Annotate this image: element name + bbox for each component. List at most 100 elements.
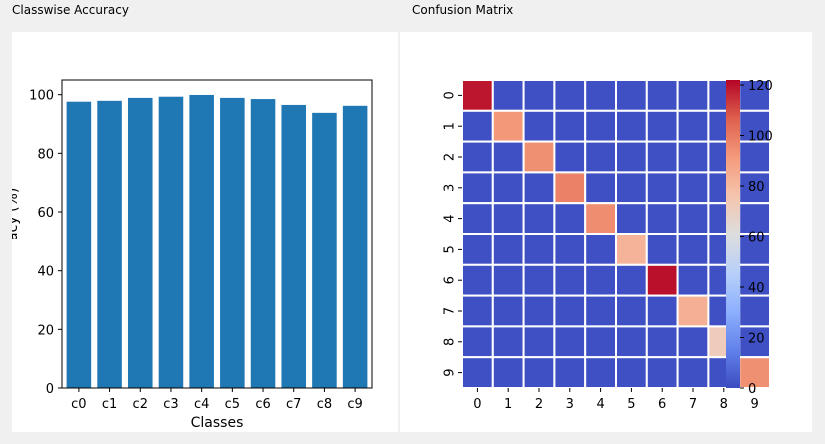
heatmap-cell-9-1 (491, 356, 525, 390)
bar-c1 (97, 100, 122, 389)
heatmap-cell-3-5 (615, 171, 648, 205)
bar-chart-canvas: c0 c1 c2 c3 c4 c5 c6 c7 c8 c9 0 20 40 60 80 100 Classes A… (5, 32, 398, 432)
heatmap-cell-7-7 (676, 294, 710, 328)
heatmap-cell-3-3 (553, 171, 587, 205)
x-tick-label-c3: c3 (163, 397, 178, 412)
x-axis-label: Classes (191, 415, 244, 431)
colorbar-tick-label-20: 20 (748, 332, 765, 347)
heatmap-cell-0-2 (522, 79, 556, 112)
heatmap-y-label-7: 7 (443, 307, 458, 315)
heatmap-cell-4-3 (553, 202, 587, 235)
heatmap-cell-7-2 (522, 294, 556, 328)
heatmap-cell-0-0 (461, 79, 494, 112)
colorbar-tick-label-100: 100 (748, 130, 773, 145)
x-tick-label-c6: c6 (255, 397, 270, 412)
y-tick-label-20: 20 (37, 323, 54, 338)
bar-c7 (281, 104, 307, 388)
left-panel-title: Classwise Accuracy (12, 3, 129, 17)
heatmap-cell-7-9 (738, 294, 772, 328)
heatmap-cell-2-3 (553, 140, 587, 174)
heatmap-cell-6-1 (491, 263, 525, 297)
heatmap-y-label-6: 6 (443, 276, 458, 284)
colorbar-tick-label-80: 80 (748, 180, 765, 195)
heatmap-cell-8-7 (676, 325, 710, 359)
heatmap-cell-5-3 (553, 233, 587, 266)
heatmap-cell-5-2 (522, 233, 556, 266)
heatmap-cell-4-7 (676, 202, 710, 235)
heatmap-cell-1-0 (461, 109, 494, 143)
heatmap-cell-4-5 (615, 202, 648, 235)
heatmap-cell-1-4 (584, 109, 617, 143)
heatmap-cell-7-3 (553, 294, 587, 328)
heatmap-cell-6-6 (645, 263, 679, 297)
heatmap-cell-0-1 (491, 79, 525, 112)
heatmap-cell-5-5 (615, 233, 648, 266)
heatmap-cell-0-4 (584, 79, 617, 112)
heatmap-cell-7-5 (615, 294, 648, 328)
heatmap-cell-2-2 (522, 140, 556, 174)
x-tick-label-c1: c1 (102, 397, 117, 412)
heatmap-cell-6-4 (584, 263, 617, 297)
heatmap-y-label-8: 8 (443, 338, 458, 346)
heatmap-x-label-9: 9 (750, 397, 758, 412)
heatmap-cell-3-0 (461, 171, 494, 205)
colorbar-tick-label-120: 120 (748, 79, 773, 94)
heatmap-y-label-1: 1 (443, 122, 458, 130)
x-tick-label-c2: c2 (133, 397, 148, 412)
x-tick-label-c0: c0 (71, 397, 86, 412)
heatmap-cell-6-2 (522, 263, 556, 297)
bar-c4 (189, 94, 214, 389)
heatmap-cell-9-6 (645, 356, 679, 390)
heatmap-cell-7-1 (491, 294, 525, 328)
heatmap-cell-5-1 (491, 233, 525, 266)
heatmap-cell-4-6 (645, 202, 679, 235)
heatmap-cell-2-7 (676, 140, 710, 174)
y-tick-label-100: 100 (29, 89, 54, 104)
y-tick-label-40: 40 (37, 265, 54, 280)
heatmap-cell-1-6 (645, 109, 679, 143)
heatmap-cell-0-3 (553, 79, 587, 112)
heatmap-cell-4-0 (461, 202, 494, 235)
heatmap-x-label-1: 1 (504, 397, 512, 412)
bar-c8 (312, 112, 337, 388)
heatmap-cell-3-1 (491, 171, 525, 205)
x-tick-label-c5: c5 (225, 397, 240, 412)
heatmap-cell-9-3 (553, 356, 587, 390)
bar-c9 (342, 105, 368, 389)
heatmap-cell-8-2 (522, 325, 556, 359)
heatmap-cell-6-3 (553, 263, 587, 297)
heatmap-cell-1-3 (553, 109, 587, 143)
heatmap-cell-4-4 (584, 202, 617, 235)
heatmap-cell-5-4 (584, 233, 617, 266)
x-tick-label-c4: c4 (194, 397, 209, 412)
heatmap-cell-0-5 (615, 79, 648, 112)
heatmap-cell-8-5 (615, 325, 648, 359)
colorbar-tick-label-40: 40 (748, 281, 765, 296)
heatmap-cell-9-2 (522, 356, 556, 390)
colorbar-tick-label-0: 0 (748, 382, 756, 397)
heatmap-cell-4-2 (522, 202, 556, 235)
heatmap-cell-9-0 (461, 356, 494, 390)
heatmap-cell-9-5 (615, 356, 648, 390)
bar-c2 (127, 97, 153, 388)
heatmap-cell-8-1 (491, 325, 525, 359)
heatmap-cell-1-1 (491, 109, 525, 143)
heatmap-cell-3-4 (584, 171, 617, 205)
heatmap-y-label-4: 4 (443, 214, 458, 222)
heatmap-cell-2-5 (615, 140, 648, 174)
heatmap-y-label-3: 3 (443, 184, 458, 192)
heatmap-cell-3-6 (645, 171, 679, 205)
heatmap-cell-3-7 (676, 171, 710, 205)
heatmap-cell-6-5 (615, 263, 648, 297)
heatmap-y-label-2: 2 (443, 153, 458, 161)
heatmap-cell-7-0 (461, 294, 494, 328)
heatmap-cell-3-2 (522, 171, 556, 205)
heatmap-cell-2-0 (461, 140, 494, 174)
bar-chart: c0 c1 c2 c3 c4 c5 c6 c7 c8 c9 0 20 40 60 80 100 Classes A… (5, 79, 373, 431)
heatmap-cell-5-6 (645, 233, 679, 266)
heatmap-cell-8-0 (461, 325, 494, 359)
heatmap-cell-5-0 (461, 233, 494, 266)
heatmap-x-label-8: 8 (720, 397, 728, 412)
x-tick-label-c7: c7 (286, 397, 301, 412)
